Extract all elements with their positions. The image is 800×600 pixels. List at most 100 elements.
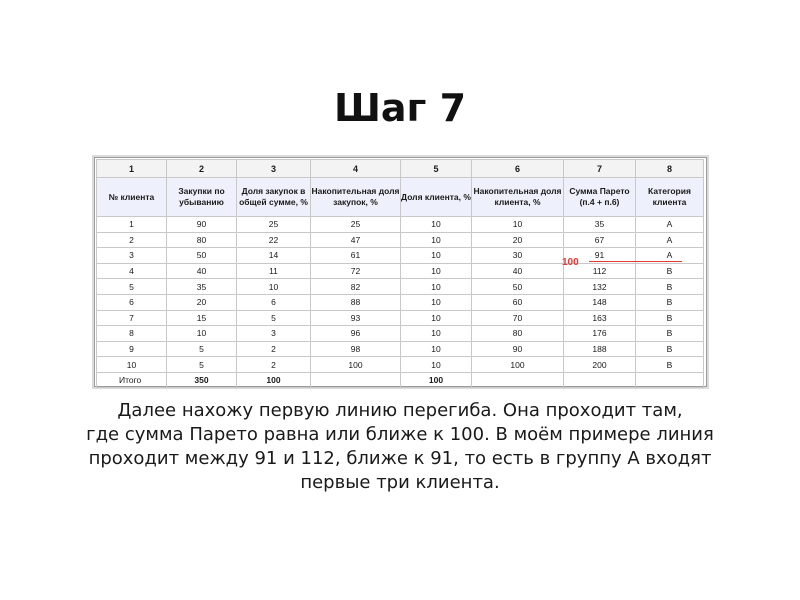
table-cell: B: [635, 340, 704, 358]
table-cell: 93: [310, 309, 401, 327]
table-cell: 5: [236, 309, 311, 327]
column-header: Накопительная доля клиента, %: [471, 177, 564, 217]
table-cell: 10: [400, 340, 472, 358]
column-header: № клиента: [96, 177, 167, 217]
table-cell: B: [635, 293, 704, 311]
threshold-annotation-line: [589, 261, 682, 262]
table-cell: 188: [563, 340, 636, 358]
table-cell: 100: [471, 356, 564, 373]
total-empty: [471, 371, 564, 388]
table-cell: 70: [471, 309, 564, 327]
table-cell: 25: [310, 216, 401, 233]
table-cell: 61: [310, 247, 401, 264]
table-cell: 2: [236, 340, 311, 358]
table-cell: 90: [166, 216, 237, 233]
table-cell: 25: [236, 216, 311, 233]
table-cell: 47: [310, 231, 401, 249]
table-cell: B: [635, 309, 704, 327]
table-cell: 3: [96, 247, 167, 264]
table-cell: 10: [400, 325, 472, 342]
table-cell: A: [635, 231, 704, 249]
column-number: 6: [471, 159, 564, 178]
table-cell: 20: [471, 231, 564, 249]
pareto-table: 1 2 3 4 5 6 7 8 № клиента Закупки по убы…: [96, 159, 704, 388]
header-row: № клиента Закупки по убыванию Доля закуп…: [96, 177, 704, 217]
column-number: 3: [236, 159, 311, 178]
table-cell: 72: [310, 262, 401, 280]
table-cell: 132: [563, 278, 636, 295]
table-cell: 10: [236, 278, 311, 295]
table-cell: 67: [563, 231, 636, 249]
explanation-line: первые три клиента.: [300, 472, 500, 493]
column-header: Доля закупок в общей сумме, %: [236, 177, 311, 217]
table-cell: 8: [96, 325, 167, 342]
column-header: Доля клиента, %: [400, 177, 472, 217]
table-cell: 90: [471, 340, 564, 358]
table-cell: 3: [236, 325, 311, 342]
table-cell: 14: [236, 247, 311, 264]
column-number: 2: [166, 159, 237, 178]
total-share: 100: [236, 371, 311, 388]
column-header: Накопительная доля закупок, %: [310, 177, 401, 217]
table-cell: 96: [310, 325, 401, 342]
pareto-table-image: 1 2 3 4 5 6 7 8 № клиента Закупки по убы…: [94, 157, 707, 388]
table-cell: 148: [563, 293, 636, 311]
table-cell: 10: [400, 356, 472, 373]
table-cell: 10: [400, 309, 472, 327]
table-row: 9 5 2 98 10 90 188 B: [96, 340, 704, 358]
table-cell: 100: [310, 356, 401, 373]
total-purchases: 350: [166, 371, 237, 388]
table-cell: 35: [166, 278, 237, 295]
column-number: 7: [563, 159, 636, 178]
table-cell: 6: [96, 293, 167, 311]
table-cell: 15: [166, 309, 237, 327]
column-number: 4: [310, 159, 401, 178]
table-cell: 50: [166, 247, 237, 264]
table-cell: 30: [471, 247, 564, 264]
explanation-text: Далее нахожу первую линию перегиба. Она …: [60, 399, 740, 495]
table-cell: 163: [563, 309, 636, 327]
table-cell: 40: [471, 262, 564, 280]
total-empty: [310, 371, 401, 388]
table-cell: 80: [166, 231, 237, 249]
total-client-share: 100: [400, 371, 472, 388]
column-number-row: 1 2 3 4 5 6 7 8: [96, 159, 704, 178]
table-cell: 10: [166, 325, 237, 342]
table-cell: 50: [471, 278, 564, 295]
table-cell: 98: [310, 340, 401, 358]
table-row: 2 80 22 47 10 20 67 A: [96, 231, 704, 249]
table-cell: 60: [471, 293, 564, 311]
table-cell: 5: [96, 278, 167, 295]
table-row: 6 20 6 88 10 60 148 B: [96, 293, 704, 311]
table-cell: 10: [400, 247, 472, 264]
table-cell: 10: [96, 356, 167, 373]
table-cell: 176: [563, 325, 636, 342]
table-cell: 7: [96, 309, 167, 327]
table-cell: 88: [310, 293, 401, 311]
table-cell: 4: [96, 262, 167, 280]
explanation-line: Далее нахожу первую линию перегиба. Она …: [117, 400, 683, 421]
table-row: 1 90 25 25 10 10 35 A: [96, 216, 704, 233]
table-cell: 9: [96, 340, 167, 358]
table-cell: 35: [563, 216, 636, 233]
table-cell: 6: [236, 293, 311, 311]
table-cell: B: [635, 262, 704, 280]
total-row: Итого 350 100 100: [96, 371, 704, 388]
table-cell: 10: [400, 278, 472, 295]
column-number: 1: [96, 159, 167, 178]
table-cell: A: [635, 216, 704, 233]
table-cell: 5: [166, 340, 237, 358]
table-cell: 2: [236, 356, 311, 373]
table-cell: 80: [471, 325, 564, 342]
total-empty: [563, 371, 636, 388]
explanation-line: проходит между 91 и 112, ближе к 91, то …: [88, 448, 712, 469]
explanation-line: где сумма Парето равна или ближе к 100. …: [86, 424, 714, 445]
table-row: 5 35 10 82 10 50 132 B: [96, 278, 704, 295]
table-cell: B: [635, 325, 704, 342]
table-cell: 10: [400, 262, 472, 280]
table-row: 8 10 3 96 10 80 176 B: [96, 325, 704, 342]
column-header: Категория клиента: [635, 177, 704, 217]
column-header: Закупки по убыванию: [166, 177, 237, 217]
table-cell: B: [635, 278, 704, 295]
table-cell: 5: [166, 356, 237, 373]
